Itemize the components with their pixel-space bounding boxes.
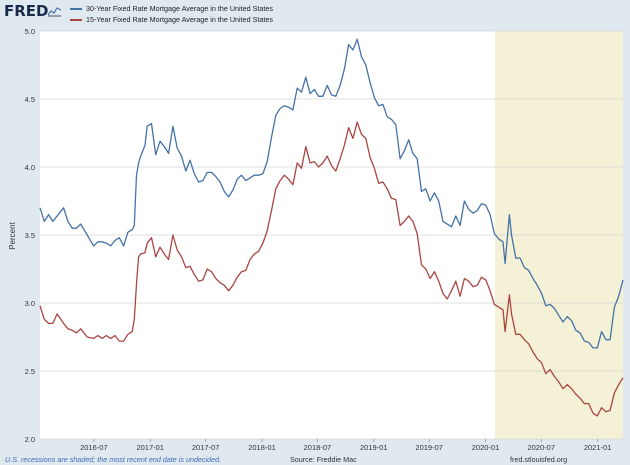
y-tick-label: 4.5 xyxy=(25,95,35,104)
y-tick-label: 3.5 xyxy=(25,231,35,240)
chart-header: FRED 30-Year Fixed Rate Mortgage Average… xyxy=(0,0,630,30)
x-axis-ticks: 2016-07 2017-01 2017-07 2018-01 2018-07 2019-… xyxy=(80,439,611,452)
x-tick-label: 2020-07 xyxy=(527,443,555,452)
y-tick-label: 2.5 xyxy=(25,367,35,376)
x-tick-label: 2018-01 xyxy=(248,443,276,452)
x-tick-label: 2017-07 xyxy=(192,443,220,452)
y-tick-label: 5.0 xyxy=(25,27,35,36)
x-tick-label: 2017-01 xyxy=(136,443,164,452)
x-tick-label: 2020-01 xyxy=(472,443,500,452)
fred-logo-chart-icon xyxy=(47,7,62,17)
grid-layer xyxy=(40,30,623,440)
series-line-30yr[interactable] xyxy=(39,38,624,349)
x-tick-label: 2018-07 xyxy=(304,443,332,452)
legend-swatch-30yr xyxy=(70,7,82,10)
source-text: Source: Freddie Mac xyxy=(290,455,357,464)
fred-logo[interactable]: FRED xyxy=(4,2,49,20)
y-tick-label: 3.0 xyxy=(25,299,35,308)
chart-footer: U.S. recessions are shaded; the most rec… xyxy=(0,455,630,465)
line-chart[interactable]: 2.0 2.5 3.0 3.5 4.0 4.5 5.0 2016-07 2017-01 2017… xyxy=(0,0,630,455)
y-tick-label: 2.0 xyxy=(25,435,35,444)
legend-item-15yr[interactable]: 15-Year Fixed Rate Mortgage Average in t… xyxy=(70,14,273,25)
series-line-15yr[interactable] xyxy=(39,121,624,417)
x-tick-label: 2019-01 xyxy=(360,443,388,452)
y-axis-label: Percent xyxy=(8,221,17,249)
source-url[interactable]: fred.stlouisfed.org xyxy=(510,455,568,464)
chart-legend: 30-Year Fixed Rate Mortgage Average in t… xyxy=(70,3,273,25)
y-axis-ticks: 2.0 2.5 3.0 3.5 4.0 4.5 5.0 xyxy=(25,27,35,444)
legend-item-30yr[interactable]: 30-Year Fixed Rate Mortgage Average in t… xyxy=(70,3,273,14)
legend-swatch-15yr xyxy=(70,18,82,21)
legend-label-30yr: 30-Year Fixed Rate Mortgage Average in t… xyxy=(86,4,273,13)
legend-label-15yr: 15-Year Fixed Rate Mortgage Average in t… xyxy=(86,15,273,24)
y-tick-label: 4.0 xyxy=(25,163,35,172)
series-layer xyxy=(39,38,624,417)
x-tick-label: 2016-07 xyxy=(80,443,108,452)
x-tick-label: 2019-07 xyxy=(415,443,443,452)
recession-note: U.S. recessions are shaded; the most rec… xyxy=(5,455,222,464)
x-tick-label: 2021-01 xyxy=(584,443,612,452)
